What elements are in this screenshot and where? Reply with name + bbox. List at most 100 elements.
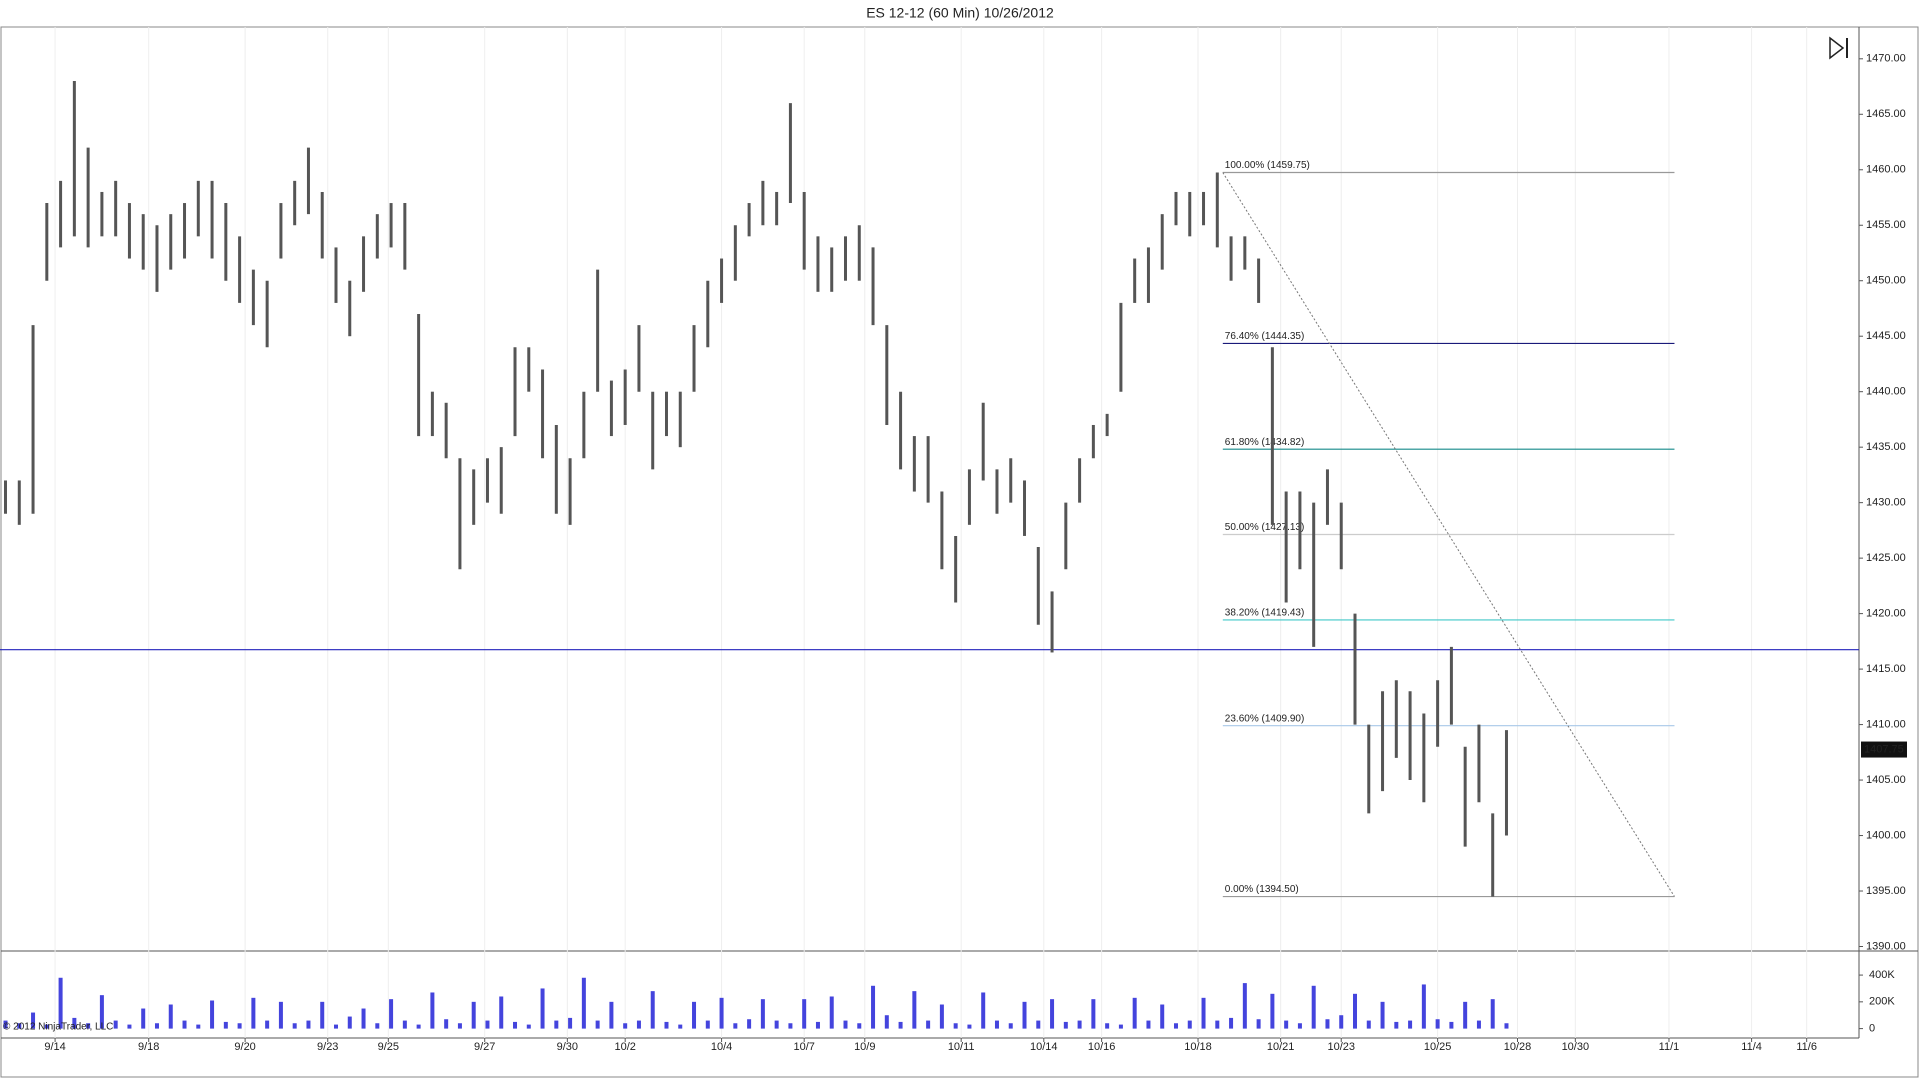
volume-bar [526,1024,531,1029]
volume-bar [513,1021,518,1029]
volume-bar [1394,1021,1399,1029]
volume-bar [402,1020,407,1029]
x-tick-label: 10/11 [948,1041,975,1053]
x-tick-label: 9/18 [138,1041,159,1053]
y-tick-label: 1400.00 [1866,829,1906,841]
volume-bar [72,1017,77,1029]
volume-bar [1297,1023,1302,1029]
volume-bar [939,1004,944,1029]
volume-bar [871,985,876,1029]
x-tick-label: 11/6 [1796,1041,1817,1053]
x-tick-label: 10/4 [711,1041,732,1053]
x-tick-label: 9/14 [44,1041,65,1053]
volume-bar [292,1023,297,1029]
volume-bar [1256,1019,1261,1029]
x-tick-label: 9/23 [317,1041,338,1053]
last-price-label: 1407.75 [1864,743,1904,755]
volume-bar [1270,993,1275,1029]
volume-bar [1284,1020,1289,1029]
volume-bar [154,1023,159,1029]
volume-bar [692,1001,697,1029]
volume-bar [1201,997,1206,1029]
volume-bar [1366,1020,1371,1029]
volume-bar [967,1024,972,1029]
frame [0,26,1919,1078]
volume-bar [1118,1024,1123,1029]
volume-bar [857,1023,862,1029]
x-tick-label: 10/23 [1327,1041,1355,1053]
last-price-box [1861,741,1907,758]
volume-bar [375,1023,380,1029]
volume-bar [1050,999,1055,1029]
volume-bar [1325,1019,1330,1029]
volume-bar [815,1021,820,1029]
volume-bar [1063,1021,1068,1029]
volume-bar [251,997,256,1029]
y-tick-label: 1390.00 [1866,940,1906,952]
y-tick-label: 1460.00 [1866,164,1906,176]
fib-label: 38.20% (1419.43) [1225,608,1305,619]
volume-bar [485,1020,490,1029]
volume-bar [210,1000,215,1029]
chart-title: ES 12-12 (60 Min) 10/26/2012 [866,5,1054,21]
volume-bar [650,991,655,1029]
volume-bar [1008,1023,1013,1029]
volume-bar [1408,1020,1413,1029]
volume-bar [719,997,724,1029]
volume-bar [540,988,545,1029]
x-tick-label: 10/2 [614,1041,635,1053]
volume-bar [843,1020,848,1029]
volume-bar [58,977,63,1029]
x-tick-label: 10/30 [1562,1041,1590,1053]
y-tick-label: 1430.00 [1866,497,1906,509]
x-tick-label: 10/18 [1184,1041,1212,1053]
volume-bar [99,995,104,1029]
y-tick-label: 1425.00 [1866,552,1906,564]
x-tick-label: 10/25 [1424,1041,1452,1053]
volume-bar [1022,1001,1027,1029]
volume-bar [1353,993,1358,1029]
x-tick-label: 10/9 [854,1041,875,1053]
volume-bar [1229,1017,1234,1029]
volume-tick-label: 0 [1869,1023,1875,1035]
volume-bar [499,996,504,1029]
volume-bar [471,1001,476,1029]
volume-bar [389,999,394,1029]
fib-label: 0.00% (1394.50) [1225,884,1299,895]
volume-bar [361,1008,366,1029]
x-tick-label: 10/28 [1504,1041,1532,1053]
volume-bar [127,1024,132,1029]
volume-bar [3,1020,8,1029]
y-tick-label: 1465.00 [1866,108,1906,120]
volume-bar [86,1023,91,1029]
volume-bar [623,1023,628,1029]
volume-bar [278,1001,283,1029]
volume-bar [1105,1023,1110,1029]
volume-bar [898,1021,903,1029]
volume-bar [912,991,917,1029]
volume-bar [1449,1021,1454,1029]
fib-label: 50.00% (1427.13) [1225,522,1305,533]
volume-bar [581,977,586,1029]
play-icon[interactable] [1829,36,1845,60]
volume-bar [788,1023,793,1029]
volume-bar [733,1023,738,1029]
volume-bar [196,1024,201,1029]
volume-bar [981,992,986,1029]
volume-bar [223,1021,228,1029]
volume-bar [554,1020,559,1029]
scroll-end-button[interactable] [1829,36,1848,60]
volume-tick-label: 200K [1869,996,1895,1008]
volume-bar [1421,984,1426,1029]
volume-bar [1077,1020,1082,1029]
volume-bar [595,1020,600,1029]
copyright: © 2012 NinjaTrader, LLC [3,1022,113,1033]
volume-bar [829,996,834,1029]
y-tick-label: 1415.00 [1866,663,1906,675]
volume-bar [664,1021,669,1029]
volume-bar [609,1001,614,1029]
volume-bar [1463,1001,1468,1029]
volume-bar [168,1004,173,1029]
fib-label: 76.40% (1444.35) [1225,331,1305,342]
